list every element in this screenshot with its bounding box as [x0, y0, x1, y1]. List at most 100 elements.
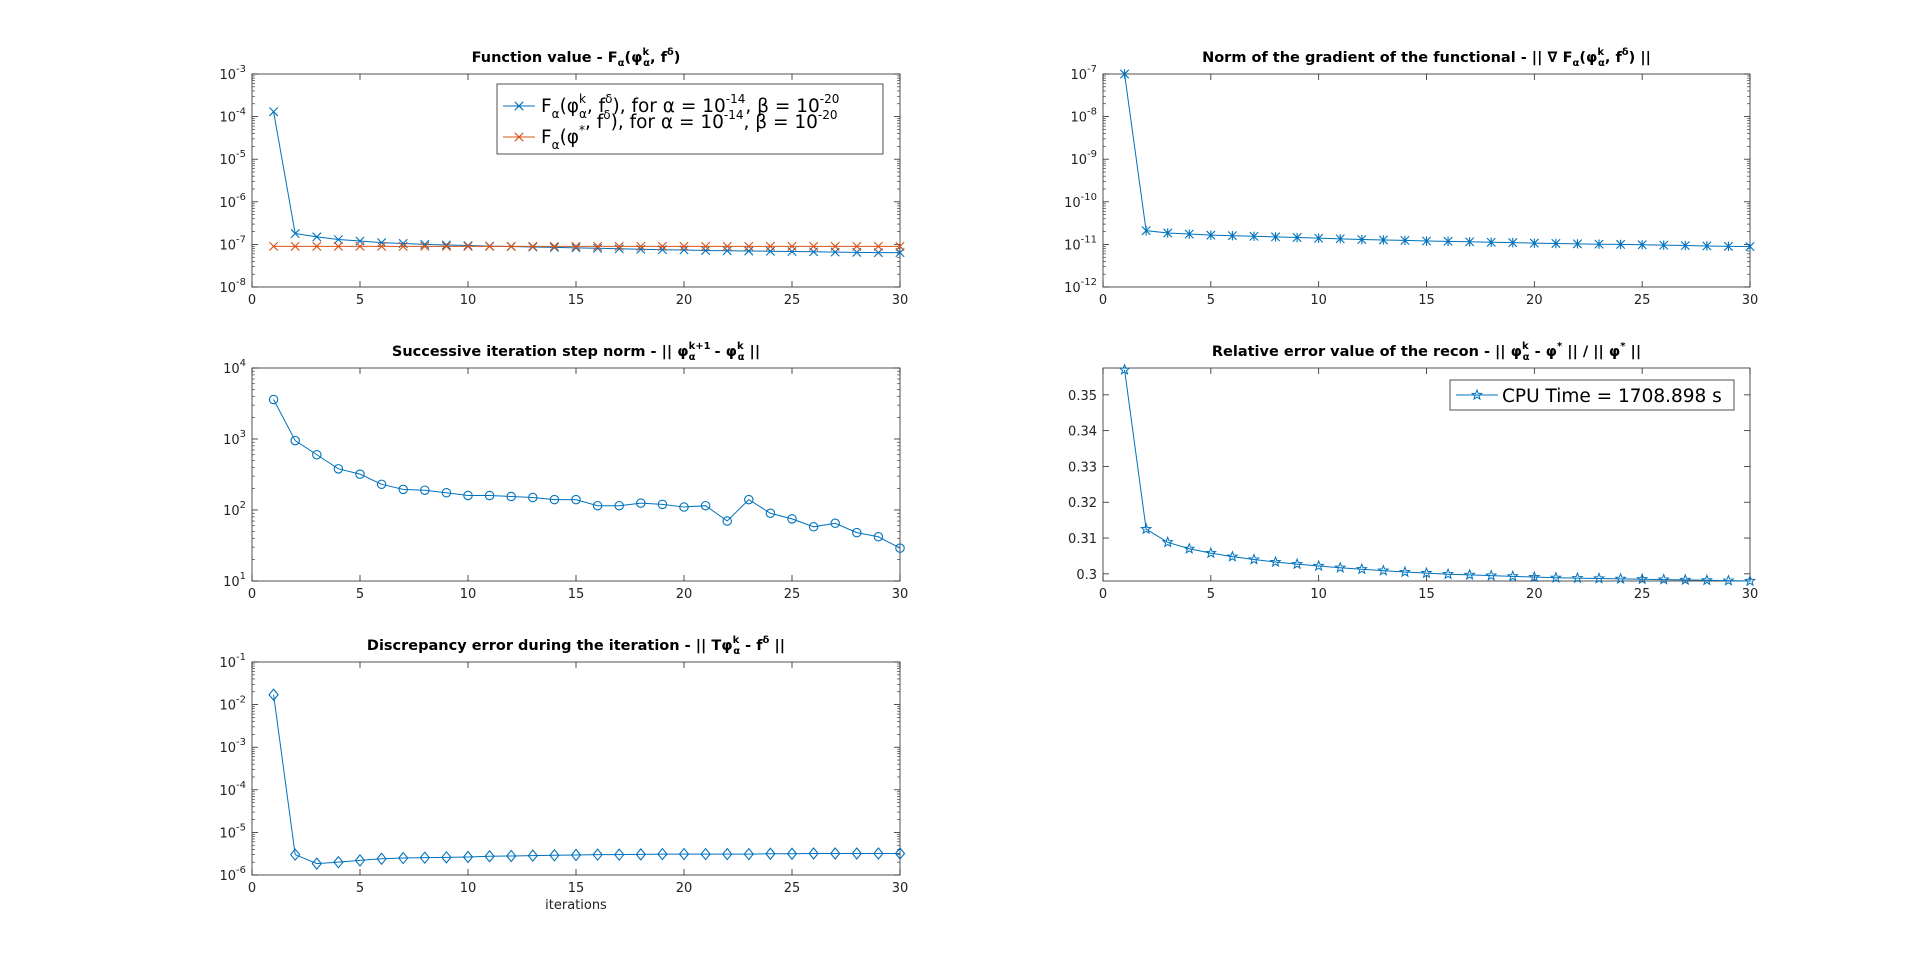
data-point [420, 241, 430, 251]
x-tick-label: 5 [356, 293, 364, 308]
y-tick-label: 0.3 [1076, 568, 1097, 583]
data-point [290, 241, 300, 251]
y-tick-exponent: -3 [236, 64, 246, 75]
title-text: , f [650, 50, 668, 66]
title-sub: α [689, 352, 696, 363]
series-0 [1118, 363, 1757, 587]
y-tick-exponent: -5 [236, 822, 246, 833]
data-point [592, 848, 603, 862]
y-tick-exponent: -1 [236, 652, 246, 663]
data-point [1616, 239, 1626, 250]
legend-text: F [541, 127, 552, 148]
data-point [657, 241, 667, 251]
data-point [376, 852, 387, 866]
data-point [549, 494, 560, 505]
data-point [895, 241, 905, 251]
data-point [269, 241, 279, 251]
data-point [1184, 229, 1194, 239]
axes-box [251, 661, 901, 876]
legend-sup: δ [605, 92, 612, 106]
data-point [744, 494, 754, 505]
data-point [419, 851, 431, 865]
data-point [1398, 565, 1412, 578]
title-text: Norm of the gradient of the functional -… [1202, 50, 1572, 66]
data-point [873, 241, 883, 251]
data-point [1680, 240, 1690, 251]
data-point [420, 239, 430, 249]
data-point [1290, 557, 1304, 570]
data-point [1355, 562, 1368, 575]
data-point [851, 847, 863, 860]
data-point [1508, 237, 1518, 248]
title-sup: δ [1622, 47, 1629, 58]
data-point [1421, 236, 1432, 246]
legend-marker [514, 132, 524, 142]
data-point [1743, 574, 1757, 587]
y-tick-label: 0.32 [1068, 496, 1097, 511]
data-point [290, 228, 300, 239]
title-text: - φ [709, 344, 736, 360]
data-point [571, 241, 581, 251]
legend-sup: -14 [724, 108, 744, 122]
x-tick-label: 5 [1207, 293, 1215, 308]
y-tick-base: 10 [219, 68, 236, 83]
data-point [1549, 571, 1563, 583]
data-point [506, 491, 516, 502]
x-tick-label: 10 [1310, 293, 1327, 308]
data-point [700, 847, 711, 861]
data-point [744, 246, 754, 256]
data-point [441, 241, 451, 251]
x-tick-label: 5 [356, 881, 364, 896]
y-tick-label: 101 [223, 571, 246, 590]
y-tick-label: 10-1 [219, 652, 246, 671]
data-point [1378, 235, 1388, 245]
y-tick-exponent: -4 [236, 780, 246, 791]
x-tick-label: 5 [356, 587, 364, 602]
data-point [1161, 535, 1174, 548]
title-text: ) || [1629, 50, 1651, 66]
data-point [528, 492, 538, 503]
x-tick-label: 15 [1418, 293, 1435, 308]
title-sup: δ [667, 47, 674, 58]
data-point [312, 232, 322, 242]
data-point [1247, 553, 1261, 565]
data-point [895, 543, 905, 553]
data-point [1551, 238, 1561, 249]
title-text: Successive iteration step norm - || φ [392, 344, 689, 360]
y-tick-label: 10-12 [1064, 277, 1097, 296]
data-point [1420, 566, 1433, 579]
title-text: (φ [1579, 50, 1597, 66]
y-tick-base: 10 [219, 196, 236, 211]
title-text: (φ [625, 50, 643, 66]
title-text: - φ [1530, 344, 1557, 360]
data-point [398, 241, 408, 251]
title-text: Relative error value of the recon - || φ [1212, 344, 1522, 360]
data-point [636, 498, 646, 508]
data-point [1572, 239, 1583, 249]
data-point [355, 241, 365, 251]
data-point [463, 490, 473, 501]
y-tick-base: 10 [219, 111, 236, 126]
y-tick-exponent: 3 [240, 429, 246, 440]
x-tick-label: 30 [1742, 293, 1759, 308]
data-point [377, 238, 387, 248]
plot-title: Successive iteration step norm - || φk+1… [392, 341, 760, 363]
legend-sub: α [552, 107, 560, 121]
data-point [463, 240, 473, 251]
y-tick-label: 10-3 [219, 737, 246, 756]
data-point [1486, 237, 1496, 248]
data-point [722, 241, 732, 251]
data-point [721, 847, 733, 861]
y-tick-label: 103 [223, 429, 246, 448]
data-point [505, 849, 517, 863]
y-tick-base: 10 [1064, 238, 1081, 253]
data-point [1226, 550, 1239, 562]
data-point [786, 847, 798, 861]
y-tick-label: 10-8 [219, 277, 246, 296]
data-point [549, 241, 559, 251]
title-text: || [744, 344, 760, 360]
x-tick-label: 25 [1634, 293, 1651, 308]
legend-p4: CPU Time = 1708.898 s [1449, 379, 1735, 411]
legend-sup: * [579, 123, 585, 137]
title-text: || / || φ [1562, 344, 1620, 360]
